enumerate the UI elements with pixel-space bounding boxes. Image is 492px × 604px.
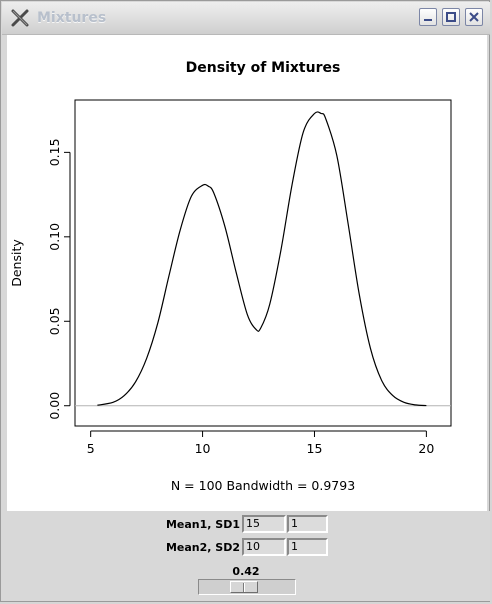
- mean2-sd2-label: Mean2, SD2: [165, 541, 240, 554]
- slider-value-label: 0.42: [232, 565, 260, 578]
- mean2-field[interactable]: 10: [242, 538, 286, 556]
- x-icon: [11, 9, 29, 27]
- y-tick-label: 0.05: [47, 307, 62, 335]
- plot-box: [74, 99, 452, 427]
- chart-title: Density of Mixtures: [186, 60, 341, 76]
- y-tick-label: 0.10: [47, 223, 62, 251]
- plot-area: Density of Mixtures 5 10 15 20 0.00 0.05 0.10…: [7, 35, 487, 511]
- y-axis: 0.00 0.05 0.10 0.15: [47, 138, 71, 420]
- density-chart: Density of Mixtures 5 10 15 20 0.00 0.05 0.10…: [9, 60, 452, 493]
- close-button[interactable]: [465, 8, 483, 26]
- sd1-field[interactable]: 1: [287, 515, 328, 533]
- x-axis-label: N = 100 Bandwidth = 0.9793: [171, 478, 355, 493]
- density-curve: [97, 111, 427, 407]
- y-tick-label: 0.00: [47, 392, 62, 420]
- proportion-slider[interactable]: [198, 579, 296, 595]
- x-tick-label: 5: [87, 441, 95, 456]
- slider-thumb[interactable]: [230, 581, 258, 593]
- x-tick-label: 20: [418, 441, 434, 456]
- maximize-icon: [446, 12, 456, 22]
- mean1-field[interactable]: 15: [242, 515, 286, 533]
- x-tick-label: 15: [307, 441, 323, 456]
- window-title: Mixtures: [37, 10, 107, 26]
- maximize-button[interactable]: [442, 8, 460, 26]
- y-tick-label: 0.15: [47, 138, 62, 166]
- x-tick-label: 10: [195, 441, 211, 456]
- minimize-icon: [424, 19, 432, 21]
- mean1-sd1-label: Mean1, SD1: [165, 518, 240, 531]
- minimize-button[interactable]: [419, 8, 437, 26]
- close-icon: [469, 12, 479, 22]
- y-axis-label: Density: [9, 239, 24, 287]
- sd2-field[interactable]: 1: [287, 538, 328, 556]
- x-axis: 5 10 15 20: [87, 430, 434, 456]
- title-bar[interactable]: Mixtures: [2, 2, 490, 35]
- controls-panel: Mean1, SD1 15 1 Mean2, SD2 10 1 0.42: [2, 511, 490, 601]
